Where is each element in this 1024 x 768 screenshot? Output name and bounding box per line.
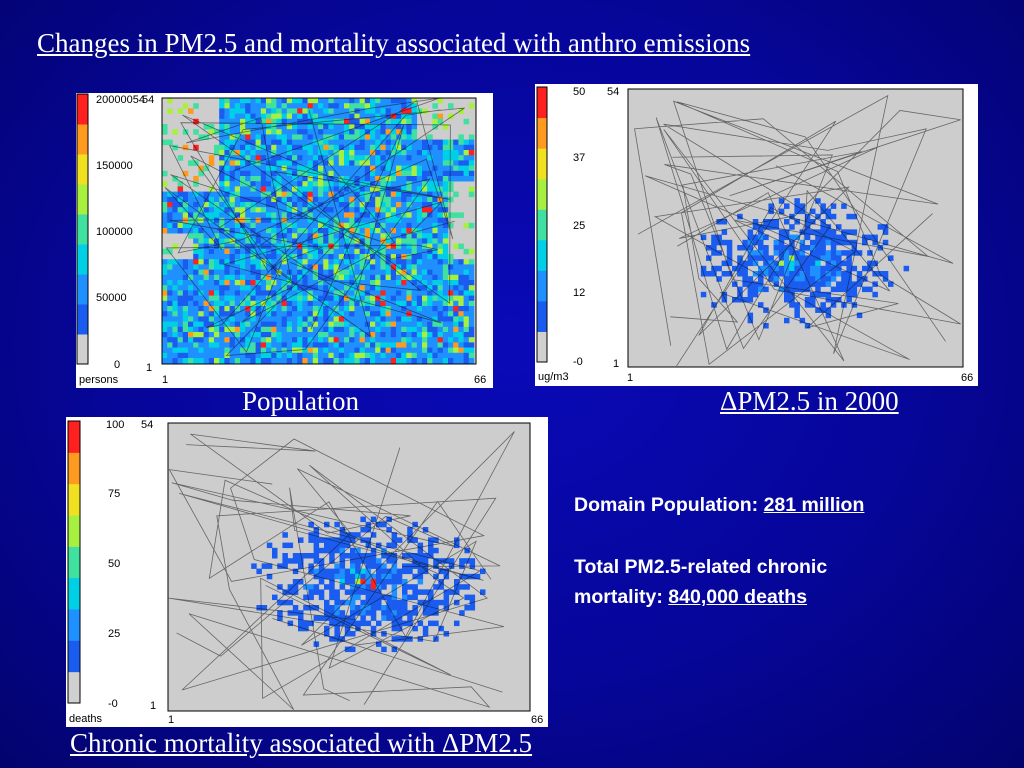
mort-ymax: 54 (141, 419, 153, 431)
pm-tick-4: -0 (573, 356, 583, 368)
pm-ymax: 54 (607, 86, 619, 98)
mort-tick-2: 50 (108, 558, 120, 570)
total-mortality-label-1: Total PM2.5-related chronic (574, 556, 828, 578)
pm-tick-2: 25 (573, 220, 585, 232)
population-colorbar (76, 93, 89, 365)
pm-xmin: 1 (627, 372, 633, 384)
domain-population-label: Domain Population: (574, 494, 759, 516)
mortality-caption: Chronic mortality associated with ΔPM2.5 (70, 728, 533, 758)
pm-tick-3: 12 (573, 287, 585, 299)
population-map: 20000054 150000 100000 50000 0 persons 5… (76, 93, 486, 386)
pop-tick-2: 100000 (96, 226, 133, 238)
pop-tick-3: 50000 (96, 292, 127, 304)
mort-tick-1: 75 (108, 488, 120, 500)
pm-tick-1: 37 (573, 152, 585, 164)
population-caption: Population (242, 386, 360, 416)
population-map-panel: 20000054 150000 100000 50000 0 persons 5… (76, 93, 493, 388)
pm-ymin: 1 (613, 358, 619, 370)
pm-xmax: 66 (961, 372, 973, 384)
pm-unit: ug/m3 (538, 371, 569, 383)
total-mortality-line2: mortality: 840,000 deaths (574, 582, 827, 612)
mort-xmax: 66 (531, 714, 543, 726)
total-mortality-label-2: mortality: (574, 586, 663, 608)
population-grid (161, 97, 477, 365)
slide-title: Changes in PM2.5 and mortality associate… (37, 28, 751, 58)
mort-unit: deaths (69, 713, 103, 725)
pop-tick-4: 0 (114, 359, 120, 371)
domain-population-stat: Domain Population: 281 million (574, 490, 864, 520)
pop-ymax: 54 (142, 94, 154, 106)
total-mortality-stat: Total PM2.5-related chronic mortality: 8… (574, 552, 827, 612)
pop-tick-0: 20000054 (96, 94, 145, 106)
total-mortality-value: 840,000 deaths (668, 586, 808, 608)
mort-xmin: 1 (168, 714, 174, 726)
mort-ymin: 1 (150, 700, 156, 712)
pm25-map: 50 37 25 12 -0 ug/m3 54 1 1 66 (536, 86, 973, 384)
mortality-grid (167, 422, 531, 712)
mortality-map: 100 75 50 25 -0 deaths 54 1 1 66 (67, 419, 543, 726)
domain-population-value: 281 million (763, 494, 865, 516)
pop-xmax: 66 (474, 374, 486, 386)
pm25-caption: ΔPM2.5 in 2000 (720, 386, 899, 416)
mortality-colorbar (67, 420, 81, 704)
pop-tick-1: 150000 (96, 160, 133, 172)
pm25-map-panel: 50 37 25 12 -0 ug/m3 54 1 1 66 (535, 84, 978, 386)
mort-tick-0: 100 (106, 419, 124, 431)
pop-unit: persons (79, 374, 119, 386)
mort-tick-3: 25 (108, 628, 120, 640)
pop-ymin: 1 (146, 362, 152, 374)
pm25-grid (627, 88, 964, 368)
pm25-colorbar (536, 86, 548, 363)
pop-xmin: 1 (162, 374, 168, 386)
mort-tick-4: -0 (108, 698, 118, 710)
pm-tick-0: 50 (573, 86, 585, 98)
mortality-map-panel: 100 75 50 25 -0 deaths 54 1 1 66 (66, 417, 548, 727)
